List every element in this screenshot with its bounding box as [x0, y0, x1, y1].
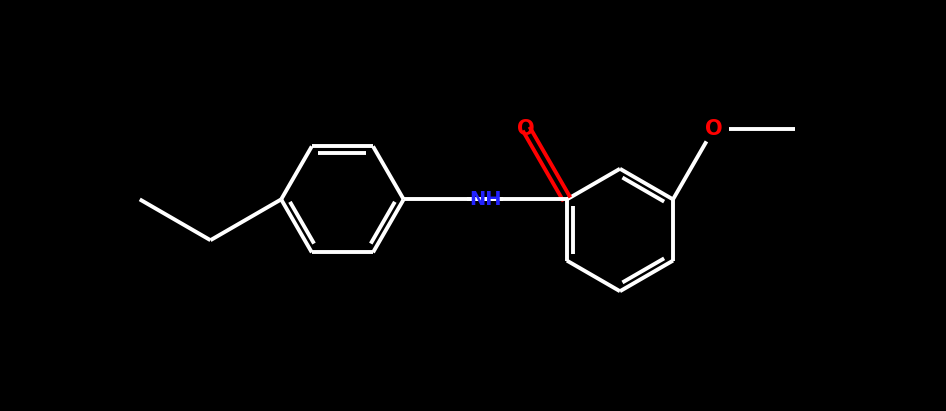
Text: O: O [517, 119, 534, 139]
Text: O: O [705, 119, 723, 139]
Text: NH: NH [469, 190, 501, 209]
